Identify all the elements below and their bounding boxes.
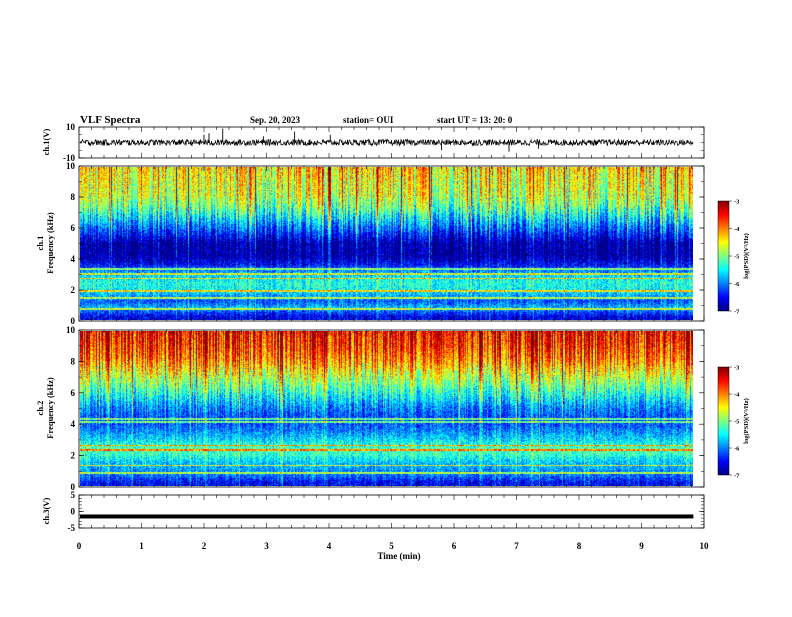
- colorbar-2-tick-label: -5: [734, 419, 740, 426]
- ch3-waveform-ytick-label: 5: [71, 490, 76, 500]
- spectrogram-ch1-image: [80, 167, 693, 320]
- ch2-spectrogram-ytick-label: 0: [71, 482, 76, 492]
- x-tick-label: 2: [202, 541, 207, 551]
- ch2-spectrogram-ytick-label: 6: [71, 388, 76, 398]
- colorbar-ch1: [717, 200, 730, 312]
- colorbar-1-tick-label: -6: [734, 281, 740, 288]
- ch3-waveform-ytick-label: 0: [71, 507, 76, 517]
- x-tick-label: 4: [327, 541, 332, 551]
- colorbar-ch1-label: log(PSD)(V²/Hz): [743, 233, 750, 279]
- ch1-spectrogram-ytick-label: 6: [71, 223, 76, 233]
- colorbar-1-tick-label: -5: [734, 254, 740, 261]
- start-time-label: start UT = 13: 20: 0: [437, 115, 513, 125]
- ch2-spectrogram-ytick-label: 8: [71, 356, 76, 366]
- ch3-voltage-ylabel: ch.3(V): [41, 497, 51, 524]
- colorbar-ch2: [717, 366, 730, 476]
- ch2-channel-ylabel: ch.2: [35, 401, 45, 416]
- ch2-frequency-ylabel: Frequency (kHz): [45, 377, 55, 439]
- x-tick-label: 1: [139, 541, 144, 551]
- station-label: station= OUI: [343, 115, 394, 125]
- ch1-spectrogram-ytick-label: 2: [71, 285, 76, 295]
- colorbar-1-tick-label: -7: [734, 309, 740, 316]
- ch3-waveform-ytick-label: -5: [68, 523, 76, 533]
- ch2-spectrogram-ytick-label: 10: [66, 325, 76, 335]
- ch1-channel-ylabel: ch.1: [35, 236, 45, 251]
- ch1-spectrogram-ytick-label: 10: [66, 161, 76, 171]
- colorbar-ticks: -3 -4 -5 -6 -7 -3 -4 -5 -6 -7: [729, 199, 740, 480]
- ch2-spectrogram-ytick-label: 2: [71, 451, 76, 461]
- x-tick-label: 9: [639, 541, 644, 551]
- colorbar-ch2-label: log(PSD)(V²/Hz): [743, 398, 750, 444]
- x-tick-label: 10: [700, 541, 710, 551]
- x-tick-label: 8: [577, 541, 582, 551]
- date-label: Sep. 20, 2023: [250, 115, 301, 125]
- ch2-spectrogram-ytick-label: 4: [71, 419, 76, 429]
- ch1-waveform-ytick-label: 10: [66, 122, 76, 132]
- colorbar-1-tick-label: -4: [734, 226, 740, 233]
- x-tick-label: 7: [514, 541, 519, 551]
- x-tick-label: 6: [452, 541, 457, 551]
- ch1-waveform-trace: [79, 138, 694, 147]
- x-tick-label: 5: [389, 541, 394, 551]
- ch1-waveform-ytick-label: -10: [63, 153, 75, 163]
- x-axis-label: Time (min): [377, 551, 420, 561]
- ch3-waveform-trace: [80, 514, 694, 519]
- ch1-spectrogram-ytick-label: 8: [71, 192, 76, 202]
- figure-title: VLF Spectra: [80, 114, 141, 126]
- x-tick-label: 0: [77, 541, 82, 551]
- colorbar-2-tick-label: -4: [734, 392, 740, 399]
- colorbar-2-tick-label: -3: [734, 365, 740, 372]
- spectrogram-ch2-image: [80, 331, 693, 486]
- ch1-spikes: [203, 128, 539, 152]
- ch1-spectrogram-ytick-label: 4: [71, 254, 76, 264]
- colorbar-1-tick-label: -3: [734, 199, 740, 206]
- colorbar-2-tick-label: -7: [734, 473, 740, 480]
- colorbar-2-tick-label: -6: [734, 446, 740, 453]
- ch1-frequency-ylabel: Frequency (kHz): [45, 212, 55, 274]
- x-tick-label: 3: [264, 541, 269, 551]
- ch1-voltage-ylabel: ch.1(V): [41, 128, 51, 155]
- x-tick-labels: 0 1 2 3 4 5 6 7 8 9 10: [77, 541, 709, 551]
- axis-ticks: [78, 126, 705, 529]
- ch1-spectrogram-ytick-label: 0: [71, 316, 76, 326]
